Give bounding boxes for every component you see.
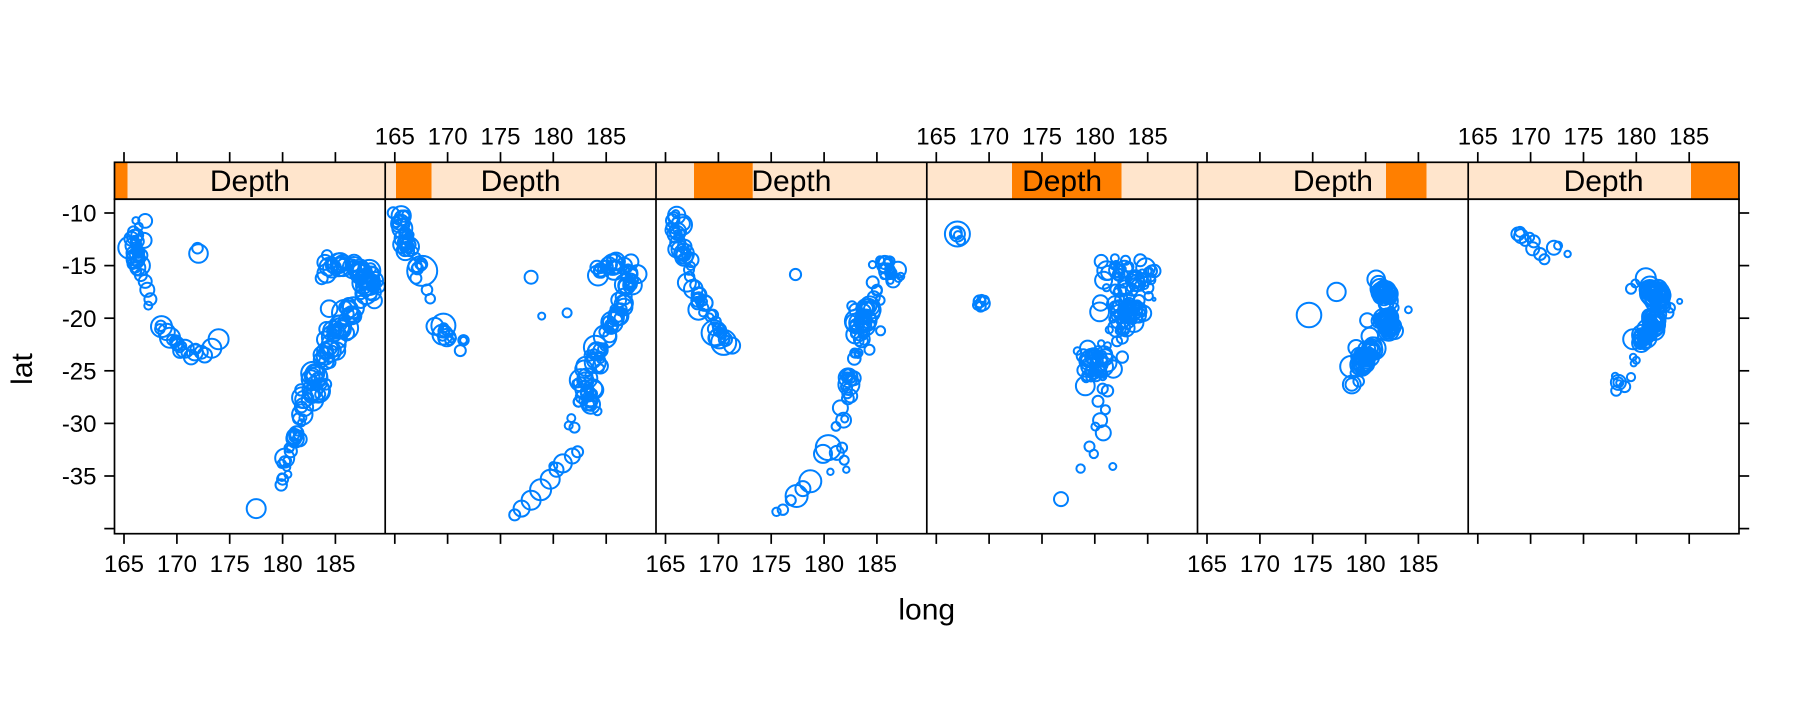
svg-text:-15: -15 xyxy=(62,253,97,280)
svg-text:185: 185 xyxy=(1669,123,1709,150)
svg-text:185: 185 xyxy=(315,551,355,578)
svg-text:185: 185 xyxy=(1398,551,1438,578)
svg-text:long: long xyxy=(898,594,955,627)
svg-text:170: 170 xyxy=(1511,123,1551,150)
svg-text:175: 175 xyxy=(480,123,520,150)
svg-text:170: 170 xyxy=(698,551,738,578)
svg-text:-30: -30 xyxy=(62,411,97,438)
svg-text:Depth: Depth xyxy=(1022,165,1102,198)
svg-text:180: 180 xyxy=(1075,123,1115,150)
svg-text:170: 170 xyxy=(1240,551,1280,578)
svg-text:175: 175 xyxy=(1293,551,1333,578)
svg-text:Depth: Depth xyxy=(751,165,831,198)
svg-text:-10: -10 xyxy=(62,201,97,228)
svg-text:-25: -25 xyxy=(62,358,97,385)
svg-text:165: 165 xyxy=(916,123,956,150)
svg-text:165: 165 xyxy=(645,551,685,578)
svg-text:180: 180 xyxy=(1346,551,1386,578)
svg-text:185: 185 xyxy=(857,551,897,578)
svg-text:Depth: Depth xyxy=(1293,165,1373,198)
svg-text:185: 185 xyxy=(1128,123,1168,150)
svg-text:175: 175 xyxy=(751,551,791,578)
svg-text:165: 165 xyxy=(375,123,415,150)
svg-text:180: 180 xyxy=(804,551,844,578)
svg-text:-20: -20 xyxy=(62,306,97,333)
svg-text:175: 175 xyxy=(1022,123,1062,150)
svg-text:180: 180 xyxy=(263,551,303,578)
svg-text:175: 175 xyxy=(1563,123,1603,150)
svg-text:Depth: Depth xyxy=(1564,165,1644,198)
svg-text:170: 170 xyxy=(428,123,468,150)
svg-text:175: 175 xyxy=(210,551,250,578)
svg-text:165: 165 xyxy=(1187,551,1227,578)
svg-text:165: 165 xyxy=(1458,123,1498,150)
svg-text:185: 185 xyxy=(586,123,626,150)
svg-text:170: 170 xyxy=(969,123,1009,150)
svg-text:180: 180 xyxy=(533,123,573,150)
svg-text:170: 170 xyxy=(157,551,197,578)
svg-text:Depth: Depth xyxy=(481,165,561,198)
svg-text:165: 165 xyxy=(104,551,144,578)
svg-text:-35: -35 xyxy=(62,464,97,491)
svg-text:Depth: Depth xyxy=(210,165,290,198)
svg-text:180: 180 xyxy=(1616,123,1656,150)
svg-text:lat: lat xyxy=(6,352,39,384)
